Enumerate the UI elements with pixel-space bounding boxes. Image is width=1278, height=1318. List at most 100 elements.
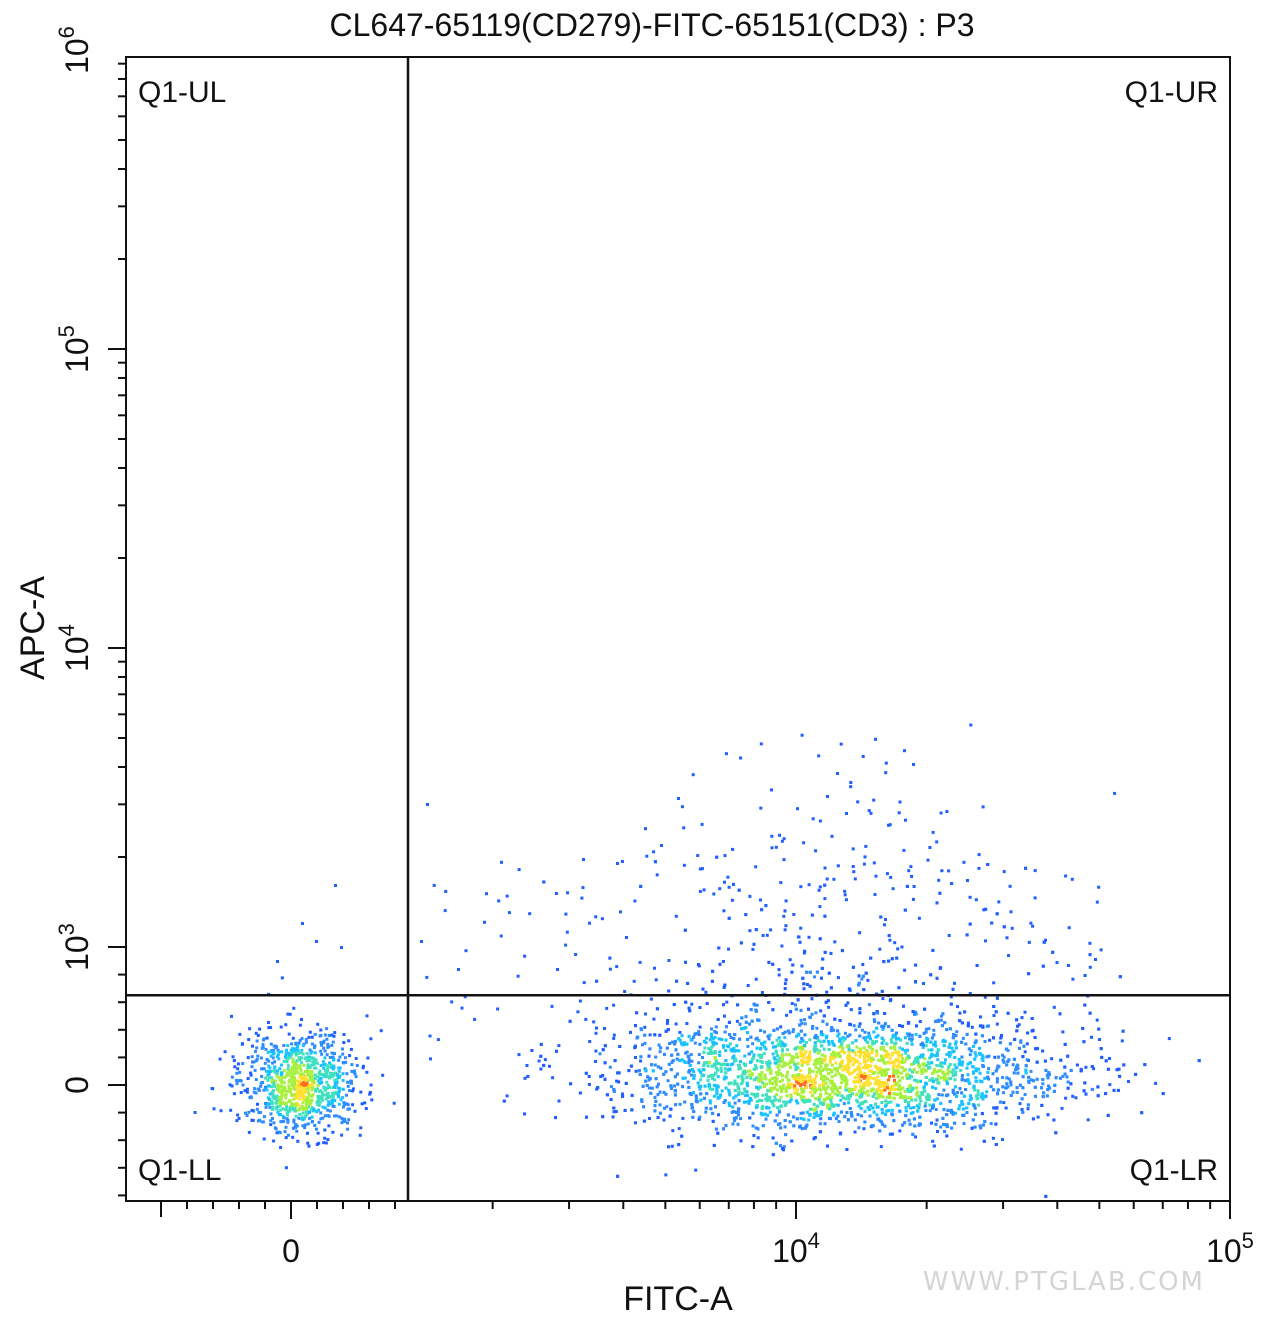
event-dot: [738, 1037, 742, 1041]
event-dot: [801, 1099, 805, 1102]
event-dot: [1106, 1067, 1110, 1071]
event-dot: [862, 1086, 866, 1090]
event-dot: [948, 1100, 952, 1104]
event-dot: [973, 1106, 977, 1110]
event-dot: [885, 1086, 889, 1090]
event-dot: [885, 1103, 889, 1106]
event-dot: [873, 1092, 877, 1096]
event-dot: [862, 1046, 866, 1050]
event-dot: [958, 1019, 962, 1023]
event-dot: [759, 1029, 763, 1032]
event-dot: [965, 933, 969, 937]
event-dot: [1043, 1059, 1047, 1063]
event-dot: [266, 1050, 270, 1054]
event-dot: [825, 1022, 829, 1026]
event-dot: [964, 1079, 968, 1082]
event-dot: [836, 1029, 840, 1033]
event-dot: [814, 1088, 818, 1092]
event-dot: [330, 1095, 334, 1098]
event-dot: [884, 1112, 887, 1116]
event-dot: [307, 1091, 311, 1095]
event-dot: [890, 1084, 894, 1088]
event-dot: [824, 1091, 828, 1095]
event-dot: [875, 1053, 879, 1057]
event-dot: [848, 1087, 851, 1091]
event-dot: [803, 1018, 806, 1022]
event-dot: [335, 1078, 339, 1081]
event-dot: [667, 959, 671, 962]
event-dot: [828, 1093, 832, 1096]
event-dot: [978, 1024, 982, 1028]
event-dot: [814, 1011, 818, 1015]
event-dot: [901, 1086, 905, 1090]
event-dot: [755, 1076, 759, 1080]
event-dot: [1041, 964, 1045, 968]
event-dot: [769, 1071, 773, 1075]
event-dot: [940, 1065, 944, 1069]
event-dot: [1051, 950, 1055, 954]
event-dot: [351, 1089, 355, 1093]
event-dot: [310, 1098, 314, 1102]
event-dot: [945, 1134, 949, 1138]
event-dot: [922, 1031, 926, 1035]
event-dot: [746, 1084, 750, 1088]
event-dot: [915, 1024, 918, 1028]
event-dot: [601, 1048, 605, 1052]
event-dot: [612, 1036, 616, 1040]
event-dot: [282, 1060, 286, 1063]
event-dot: [694, 1168, 698, 1172]
event-dot: [630, 1093, 634, 1097]
event-dot: [718, 1095, 722, 1099]
event-dot: [879, 1145, 883, 1149]
event-dot: [1001, 1076, 1005, 1079]
event-dot: [664, 1070, 668, 1074]
event-dot: [675, 1072, 679, 1076]
event-dot: [910, 1033, 914, 1037]
event-dot: [295, 1129, 299, 1133]
event-dot: [260, 1046, 264, 1050]
event-dot: [1024, 1071, 1028, 1075]
event-dot: [287, 1032, 291, 1036]
event-dot: [797, 1079, 801, 1082]
event-dot: [717, 1061, 721, 1065]
event-dot: [938, 966, 942, 970]
event-dot: [307, 1074, 311, 1078]
event-dot: [820, 966, 824, 970]
event-dot: [283, 1075, 287, 1079]
event-dot: [1066, 1080, 1070, 1084]
event-dot: [812, 1102, 816, 1106]
event-dot: [254, 1078, 258, 1081]
event-dot: [811, 1079, 815, 1082]
event-dot: [796, 1092, 800, 1096]
event-dot: [968, 1081, 972, 1085]
event-dot: [261, 1038, 265, 1042]
event-dot: [1104, 1092, 1108, 1096]
event-dot: [996, 1092, 1000, 1096]
event-dot: [900, 1061, 904, 1064]
event-dot: [913, 1010, 917, 1014]
event-dot: [850, 1087, 854, 1091]
event-dot: [337, 1069, 341, 1073]
event-dot: [813, 1086, 817, 1090]
event-dot: [315, 1127, 318, 1131]
event-dot: [837, 1072, 841, 1076]
event-dot: [1052, 1118, 1056, 1122]
event-dot: [306, 1122, 310, 1126]
event-dot: [330, 1101, 334, 1105]
event-dot: [715, 1031, 718, 1035]
event-dot: [1018, 1046, 1021, 1050]
event-dot: [875, 1090, 879, 1093]
event-dot: [267, 1070, 271, 1073]
event-dot: [790, 970, 794, 974]
event-dot: [296, 1071, 300, 1075]
event-dot: [697, 1030, 701, 1034]
event-dot: [778, 1110, 781, 1114]
event-dot: [867, 1052, 871, 1056]
event-dot: [328, 1061, 331, 1065]
event-dot: [744, 913, 748, 917]
event-dot: [948, 1063, 952, 1067]
event-dot: [318, 1082, 321, 1086]
event-dot: [987, 1054, 991, 1058]
event-dot: [896, 1053, 900, 1057]
event-dot: [779, 1095, 783, 1099]
